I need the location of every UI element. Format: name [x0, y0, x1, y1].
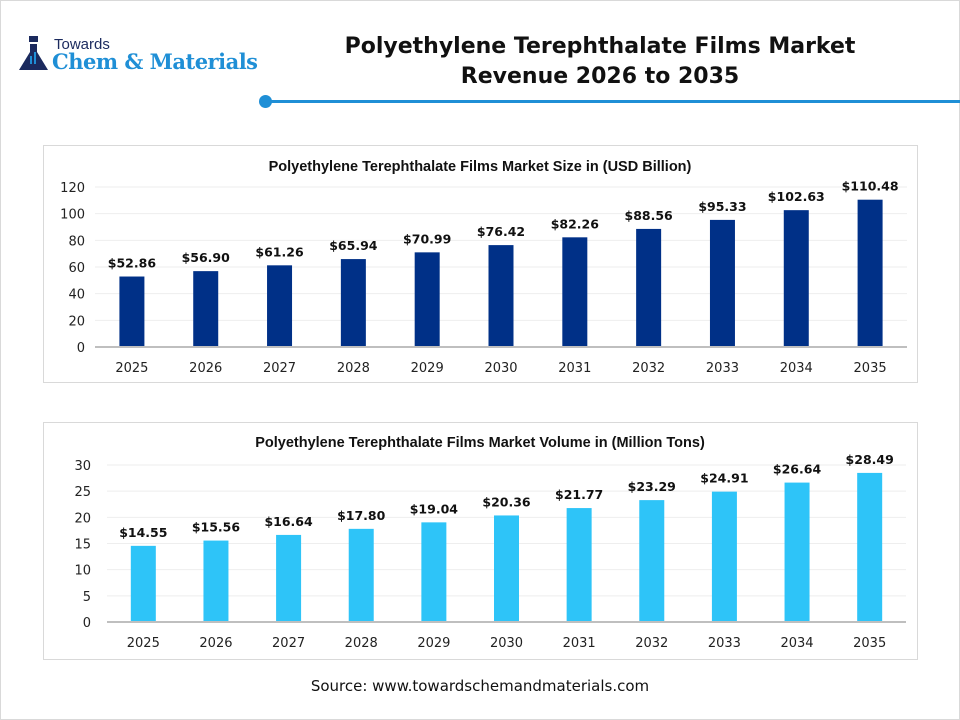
- data-label: $14.55: [119, 525, 167, 540]
- chart-size-box: [43, 145, 918, 383]
- bar: [348, 528, 374, 622]
- y-tick-label: 0: [77, 341, 85, 356]
- x-tick-label: 2025: [127, 636, 160, 651]
- bar: [193, 271, 219, 347]
- bar: [340, 259, 366, 347]
- data-label: $21.77: [555, 487, 603, 502]
- y-tick-label: 100: [60, 208, 85, 223]
- data-label: $24.91: [700, 471, 748, 486]
- bar: [783, 210, 809, 347]
- bar: [494, 515, 519, 622]
- bar: [566, 508, 592, 622]
- bar: [488, 245, 514, 347]
- page-title: Polyethylene Terephthalate Films Market …: [300, 32, 900, 92]
- data-label: $19.04: [410, 501, 459, 516]
- bar: [857, 472, 883, 622]
- data-label: $56.90: [182, 250, 231, 265]
- y-tick-label: 80: [68, 234, 85, 249]
- x-tick-label: 2030: [490, 636, 523, 651]
- bar: [130, 545, 156, 622]
- y-tick-label: 40: [68, 288, 85, 303]
- x-tick-label: 2035: [854, 361, 887, 376]
- x-tick-label: 2026: [189, 361, 222, 376]
- bar: [709, 219, 735, 347]
- bar: [857, 199, 883, 347]
- data-label: $95.33: [698, 199, 746, 214]
- bar: [562, 237, 588, 347]
- data-label: $16.64: [264, 514, 313, 529]
- data-label: $15.56: [192, 520, 241, 535]
- chart-title: Polyethylene Terephthalate Films Market …: [269, 159, 692, 175]
- data-label: $26.64: [773, 462, 822, 477]
- x-tick-label: 2031: [558, 361, 591, 376]
- y-tick-label: 30: [74, 459, 91, 474]
- y-tick-label: 15: [74, 538, 91, 553]
- y-tick-label: 120: [60, 181, 85, 196]
- data-label: $23.29: [628, 479, 676, 494]
- data-label: $76.42: [477, 224, 525, 239]
- x-tick-label: 2027: [272, 636, 305, 651]
- x-tick-label: 2033: [706, 361, 739, 376]
- brand-line2: Chem & Materials: [52, 49, 258, 74]
- source-note: Source: www.towardschemandmaterials.com: [310, 677, 650, 695]
- brand-line1: Towards: [54, 36, 110, 53]
- data-label: $17.80: [337, 508, 386, 523]
- chart-volume-box: [43, 422, 918, 660]
- x-tick-label: 2032: [635, 636, 668, 651]
- y-tick-label: 60: [68, 261, 85, 276]
- chart-title: Polyethylene Terephthalate Films Market …: [255, 435, 705, 451]
- data-label: $65.94: [329, 238, 378, 253]
- x-tick-label: 2026: [199, 636, 232, 651]
- x-tick-label: 2029: [417, 636, 450, 651]
- y-tick-label: 0: [83, 616, 91, 631]
- title-line1: Polyethylene Terephthalate Films Market: [344, 34, 856, 59]
- data-label: $70.99: [403, 231, 451, 246]
- y-tick-label: 5: [83, 590, 91, 605]
- x-tick-label: 2031: [563, 636, 596, 651]
- data-label: $20.36: [482, 494, 531, 509]
- bar: [639, 500, 665, 622]
- x-tick-label: 2028: [345, 636, 378, 651]
- data-label: $88.56: [625, 208, 674, 223]
- x-tick-label: 2033: [708, 636, 741, 651]
- title-line2: Revenue 2026 to 2035: [460, 64, 740, 89]
- data-label: $102.63: [768, 189, 825, 204]
- data-label: $61.26: [255, 244, 304, 259]
- x-tick-label: 2030: [484, 361, 517, 376]
- data-label: $110.48: [842, 179, 899, 194]
- flask-icon: [19, 36, 48, 70]
- x-tick-label: 2028: [337, 361, 370, 376]
- bar: [267, 265, 293, 347]
- bar: [784, 482, 810, 622]
- x-tick-label: 2034: [780, 636, 813, 651]
- x-tick-label: 2029: [411, 361, 444, 376]
- y-tick-label: 20: [68, 314, 85, 329]
- x-tick-label: 2032: [632, 361, 665, 376]
- x-tick-label: 2025: [115, 361, 148, 376]
- bar: [414, 252, 440, 347]
- x-tick-label: 2027: [263, 361, 296, 376]
- accent-dot: [259, 95, 272, 108]
- data-label: $82.26: [551, 216, 600, 231]
- data-label: $52.86: [108, 256, 157, 271]
- y-tick-label: 25: [74, 485, 91, 500]
- y-tick-label: 20: [74, 511, 91, 526]
- data-label: $28.49: [846, 452, 894, 467]
- bar: [119, 276, 145, 347]
- bar: [636, 228, 662, 347]
- bar: [276, 534, 302, 622]
- bar: [203, 540, 229, 622]
- bar: [421, 522, 447, 622]
- accent-rule: [270, 100, 960, 103]
- x-tick-label: 2035: [853, 636, 886, 651]
- y-tick-label: 10: [74, 564, 91, 579]
- bar: [711, 491, 737, 622]
- x-tick-label: 2034: [780, 361, 813, 376]
